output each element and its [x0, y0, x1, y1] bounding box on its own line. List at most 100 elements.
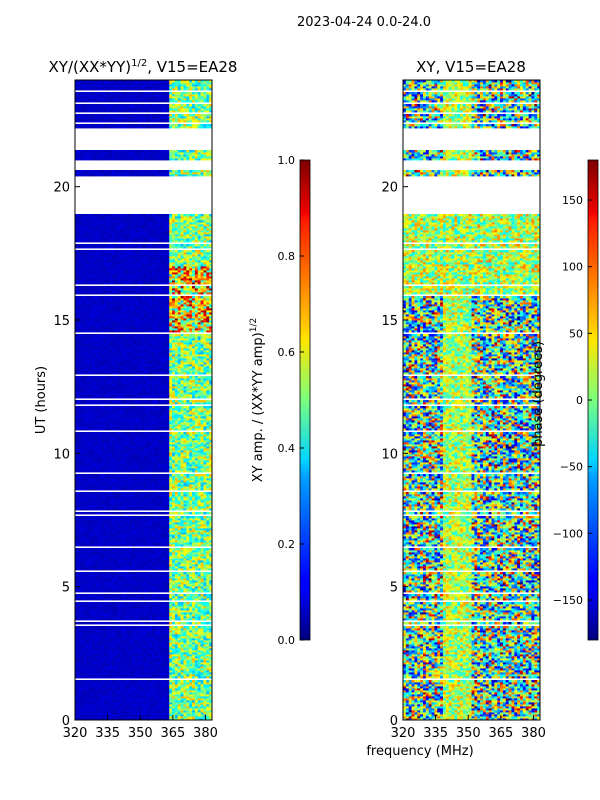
amplitude-cell	[203, 626, 207, 629]
amplitude-cell	[192, 622, 196, 625]
amplitude-cell	[183, 698, 187, 701]
amplitude-cell	[174, 602, 179, 605]
amplitude-cell	[106, 688, 110, 691]
amplitude-cell	[106, 622, 110, 625]
amplitude-cell	[143, 594, 147, 597]
amplitude-cell	[112, 698, 116, 701]
amplitude-cell	[203, 680, 207, 683]
amplitude-cell	[126, 708, 130, 711]
amplitude-cell	[132, 708, 136, 711]
amplitude-cell	[132, 622, 136, 625]
amplitude-cell	[103, 704, 107, 707]
amplitude-cell	[106, 694, 110, 697]
amplitude-cell	[132, 670, 136, 673]
amplitude-cell	[123, 700, 127, 703]
amplitude-cell	[157, 680, 162, 683]
amplitude-cell	[94, 700, 99, 703]
amplitude-cell	[169, 622, 173, 625]
amplitude-cell	[134, 670, 139, 673]
amplitude-cell	[94, 602, 99, 605]
amplitude-cell	[152, 594, 156, 597]
amplitude-cell	[152, 700, 156, 703]
amplitude-cell	[166, 686, 170, 689]
amplitude-cell	[152, 686, 156, 689]
amplitude-cell	[197, 698, 201, 701]
amplitude-cell	[177, 682, 181, 685]
amplitude-cell	[97, 702, 102, 705]
amplitude-cell	[92, 698, 96, 701]
amplitude-cell	[92, 718, 96, 720]
amplitude-cell	[126, 670, 130, 673]
amplitude-cell	[166, 672, 170, 675]
amplitude-cell	[137, 684, 142, 687]
amplitude-cell	[103, 622, 107, 625]
amplitude-cell	[149, 672, 153, 675]
amplitude-cell	[109, 512, 113, 515]
amplitude-cell	[97, 682, 102, 685]
amplitude-cell	[180, 602, 184, 605]
amplitude-cell	[169, 684, 173, 687]
amplitude-cell	[83, 690, 87, 693]
amplitude-cell	[152, 602, 156, 605]
amplitude-cell	[180, 672, 184, 675]
amplitude-cell	[206, 676, 210, 679]
amplitude-cell	[114, 572, 119, 575]
amplitude-cell	[89, 702, 93, 705]
amplitude-cell	[189, 710, 193, 713]
amplitude-cell	[97, 692, 102, 695]
amplitude-cell	[137, 712, 142, 715]
amplitude-cell	[103, 670, 107, 673]
amplitude-cell	[192, 690, 196, 693]
amplitude-cell	[132, 688, 136, 691]
amplitude-cell	[197, 692, 201, 695]
amplitude-cell	[163, 672, 167, 675]
left-panel-title: XY/(XX*YY)1/2, V15=EA28	[49, 58, 238, 76]
amplitude-cell	[120, 548, 124, 551]
amplitude-cell	[120, 708, 124, 711]
amplitude-cell	[103, 690, 107, 693]
amplitude-cell	[123, 622, 127, 625]
amplitude-cell	[194, 684, 199, 687]
amplitude-cell	[77, 512, 82, 515]
amplitude-cell	[180, 622, 184, 625]
amplitude-cell	[140, 516, 144, 519]
amplitude-cell	[109, 706, 113, 709]
amplitude-cell	[114, 548, 119, 551]
amplitude-cell	[140, 692, 144, 695]
amplitude-cell	[194, 710, 199, 713]
amplitude-cell	[109, 548, 113, 551]
amplitude-cell	[163, 700, 167, 703]
amplitude-cell	[169, 708, 173, 711]
amplitude-cell	[120, 698, 124, 701]
amplitude-cell	[160, 698, 164, 701]
amplitude-cell	[146, 684, 150, 687]
amplitude-cell	[143, 686, 147, 689]
amplitude-cell	[132, 706, 136, 709]
amplitude-cell	[186, 706, 190, 709]
amplitude-cell	[180, 702, 184, 705]
amplitude-cell	[83, 706, 87, 709]
amplitude-cell	[146, 670, 150, 673]
amplitude-cell	[112, 512, 116, 515]
amplitude-cell	[114, 672, 119, 675]
amplitude-cell	[174, 622, 179, 625]
amplitude-cell	[134, 516, 139, 519]
amplitude-cell	[117, 688, 122, 691]
amplitude-cell	[80, 602, 84, 605]
amplitude-cell	[77, 548, 82, 551]
amplitude-cell	[106, 676, 110, 679]
amplitude-cell	[100, 602, 104, 605]
amplitude-cell	[134, 686, 139, 689]
amplitude-cell	[89, 712, 93, 715]
amplitude-cell	[174, 716, 179, 719]
amplitude-cell	[154, 602, 159, 605]
amplitude-cell	[92, 622, 96, 625]
amplitude-cell	[129, 512, 133, 515]
amplitude-cell	[180, 718, 184, 720]
amplitude-cell	[166, 694, 170, 697]
amplitude-cell	[154, 706, 159, 709]
amplitude-cell	[134, 622, 139, 625]
amplitude-cell	[77, 516, 82, 519]
amplitude-cell	[160, 680, 164, 683]
amplitude-cell	[129, 716, 133, 719]
